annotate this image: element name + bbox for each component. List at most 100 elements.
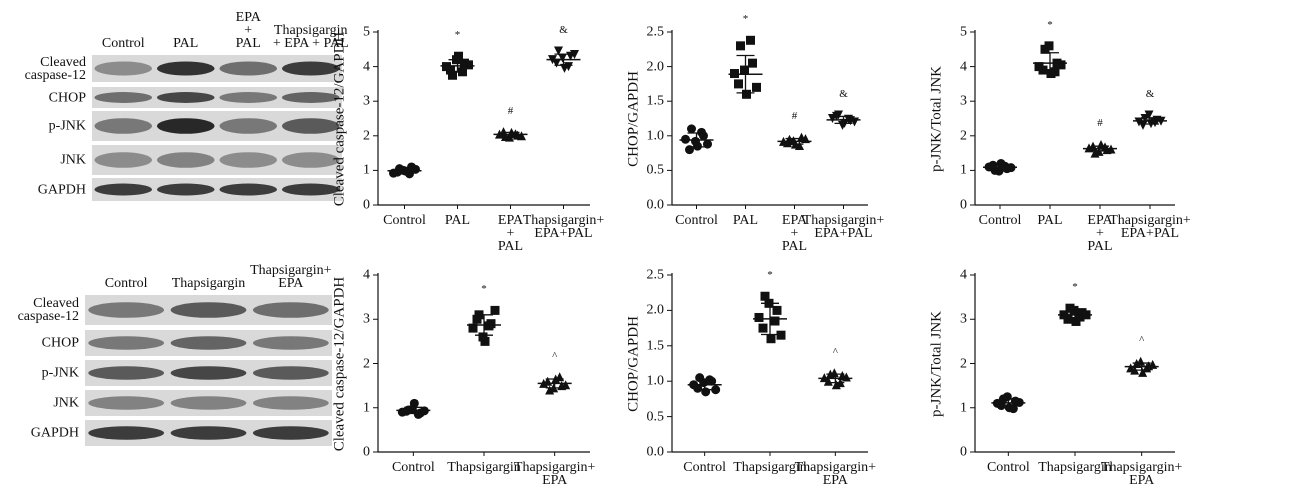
y-tick-label: 1 [363,401,370,414]
blot-band [220,61,278,75]
blot-band [95,118,153,134]
row-label: CHOP [42,337,79,350]
data-point [746,36,755,45]
blot-band [95,92,153,103]
x-tick-label: Thapsigargin+ EPA [795,461,877,487]
blot-band [157,118,215,134]
blot-band [157,152,215,168]
blot-band [220,92,278,103]
y-axis-label: Cleaved caspase-12/GAPDH [334,276,347,451]
row-label: JNK [60,154,86,167]
data-point [446,66,455,75]
row-label: GAPDH [38,183,86,196]
lane-label: Thapsigargin [172,277,246,290]
x-tick-label: EPA + PAL [498,214,523,253]
blot-band [157,92,215,103]
significance-mark: ^ [552,350,557,363]
y-tick-label: 2 [960,129,967,142]
y-tick-label: 3 [363,313,370,326]
y-axis-label: p-JNK/Total JNK [931,310,944,416]
blot-band [253,366,329,380]
significance-mark: * [743,13,749,26]
blot-band [253,336,329,350]
y-tick-label: 3 [960,95,967,108]
x-tick-label: Control [383,214,426,227]
significance-mark: * [455,29,461,42]
data-point [473,315,482,324]
blot-band [88,396,164,410]
y-tick-label: 2 [363,357,370,370]
x-tick-label: Thapsigargin+ EPA+PAL [1109,214,1191,240]
lane-label: Control [102,37,145,50]
significance-mark: # [508,105,514,118]
y-axis-label: CHOP/GAPDH [628,316,641,412]
blot-band [220,118,278,134]
blot-band [157,184,215,196]
data-point [777,331,786,340]
significance-mark: ^ [1139,334,1144,347]
y-tick-label: 0.5 [647,410,665,423]
data-point [740,66,749,75]
blot-band [171,366,247,380]
data-point [736,41,745,50]
data-point [697,128,706,137]
y-tick-label: 4 [363,60,370,73]
blot-band [171,396,247,410]
blot-band [253,302,329,318]
blot-band [171,426,247,440]
significance-mark: * [1072,281,1078,294]
data-point [755,313,764,322]
y-tick-label: 0.5 [647,164,665,177]
y-tick-label: 1.0 [647,375,665,388]
y-tick-label: 1.0 [647,129,665,142]
x-tick-label: Control [392,461,435,474]
x-tick-label: Thapsigargin+ EPA+PAL [803,214,885,240]
row-label: p-JNK [42,367,79,380]
y-tick-label: 1 [363,164,370,177]
data-point [1003,392,1012,401]
y-tick-label: 2.5 [647,26,665,39]
y-tick-label: 3 [960,313,967,326]
data-point [1057,60,1066,69]
significance-mark: & [559,24,568,37]
data-point [752,83,761,92]
data-point [742,90,751,99]
y-axis-label: p-JNK/Total JNK [931,65,944,171]
row-label: CHOP [49,91,86,104]
y-axis-label: CHOP/GAPDH [628,71,641,167]
x-tick-label: Control [675,214,718,227]
x-tick-label: Control [987,461,1030,474]
data-point [1045,41,1054,50]
x-tick-label: PAL [1037,214,1062,227]
x-tick-label: Control [683,461,726,474]
data-point [773,306,782,315]
data-point [1139,121,1148,130]
data-point [491,306,500,315]
blot-band [95,184,153,196]
blot-band [95,152,153,168]
significance-mark: # [792,110,798,123]
y-tick-label: 0.0 [647,446,665,459]
data-point [485,321,494,330]
y-tick-label: 0 [363,199,370,212]
y-tick-label: 0 [363,446,370,459]
row-label: Cleaved caspase-12 [25,56,86,82]
y-tick-label: 1.5 [647,339,665,352]
y-axis-label: Cleaved caspase-12/GAPDH [334,31,347,206]
data-point [759,324,768,333]
y-tick-label: 3 [363,95,370,108]
y-tick-label: 1.5 [647,95,665,108]
blot-band [88,336,164,350]
data-point [734,79,743,88]
data-point [691,137,700,146]
significance-mark: * [1047,19,1053,32]
data-point [479,332,488,341]
row-label: Cleaved caspase-12 [18,297,79,323]
y-tick-label: 4 [960,60,967,73]
y-tick-label: 5 [960,26,967,39]
lane-label: Control [105,277,148,290]
data-point [771,317,780,326]
y-tick-label: 5 [363,26,370,39]
row-label: JNK [53,397,79,410]
significance-mark: * [481,283,487,296]
